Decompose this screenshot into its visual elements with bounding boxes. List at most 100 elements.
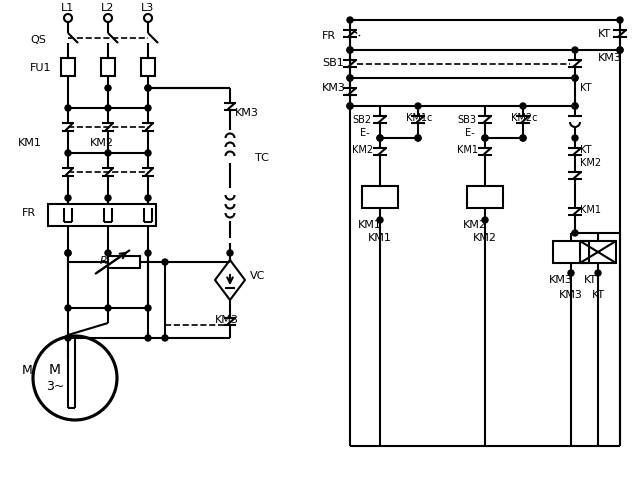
Circle shape bbox=[415, 135, 421, 141]
Text: E-: E- bbox=[465, 128, 475, 138]
Bar bbox=[101, 58, 115, 76]
Circle shape bbox=[145, 250, 151, 256]
Circle shape bbox=[415, 103, 421, 109]
Circle shape bbox=[347, 103, 353, 109]
Circle shape bbox=[105, 105, 111, 111]
Text: KT: KT bbox=[580, 83, 591, 93]
Text: KM2c: KM2c bbox=[511, 113, 538, 123]
Circle shape bbox=[520, 103, 526, 109]
Circle shape bbox=[65, 250, 71, 256]
Text: 3~: 3~ bbox=[46, 379, 64, 392]
Text: SB1: SB1 bbox=[322, 58, 344, 68]
Circle shape bbox=[568, 270, 574, 276]
Circle shape bbox=[482, 135, 488, 141]
Text: FR: FR bbox=[22, 208, 36, 218]
Text: KM2: KM2 bbox=[90, 138, 114, 148]
Text: L2: L2 bbox=[101, 3, 115, 13]
Circle shape bbox=[617, 17, 623, 23]
Text: KT: KT bbox=[591, 290, 605, 300]
Bar bbox=[61, 58, 75, 76]
Circle shape bbox=[145, 335, 151, 341]
Text: SB2: SB2 bbox=[352, 115, 371, 125]
Circle shape bbox=[572, 135, 578, 141]
Circle shape bbox=[347, 103, 353, 109]
Circle shape bbox=[572, 75, 578, 81]
Circle shape bbox=[572, 103, 578, 109]
Circle shape bbox=[347, 17, 353, 23]
Text: VC: VC bbox=[250, 271, 266, 281]
Bar bbox=[467, 186, 503, 208]
Text: KT: KT bbox=[580, 145, 591, 155]
Circle shape bbox=[595, 270, 601, 276]
Circle shape bbox=[65, 150, 71, 156]
Circle shape bbox=[572, 75, 578, 81]
Bar bbox=[362, 186, 398, 208]
Text: KM3: KM3 bbox=[559, 290, 583, 300]
Text: L1: L1 bbox=[61, 3, 75, 13]
Circle shape bbox=[377, 217, 383, 223]
Text: KM2: KM2 bbox=[473, 233, 497, 243]
Circle shape bbox=[145, 85, 151, 91]
Circle shape bbox=[377, 135, 383, 141]
Circle shape bbox=[347, 47, 353, 53]
Text: KT: KT bbox=[598, 29, 611, 39]
Text: KM1: KM1 bbox=[18, 138, 42, 148]
Circle shape bbox=[105, 150, 111, 156]
Text: KM1: KM1 bbox=[358, 220, 382, 230]
Circle shape bbox=[105, 85, 111, 91]
Bar bbox=[48, 204, 156, 226]
Text: KM3: KM3 bbox=[549, 275, 573, 285]
Circle shape bbox=[482, 135, 488, 141]
Circle shape bbox=[347, 75, 353, 81]
Circle shape bbox=[520, 135, 526, 141]
Text: KM1: KM1 bbox=[580, 205, 601, 215]
Bar bbox=[141, 58, 155, 76]
Circle shape bbox=[347, 47, 353, 53]
Text: KM3: KM3 bbox=[598, 53, 622, 63]
Circle shape bbox=[65, 335, 71, 341]
Circle shape bbox=[145, 195, 151, 201]
Text: M: M bbox=[49, 363, 61, 377]
Circle shape bbox=[572, 47, 578, 53]
Circle shape bbox=[65, 195, 71, 201]
Circle shape bbox=[572, 103, 578, 109]
Circle shape bbox=[482, 217, 488, 223]
Bar bbox=[108, 256, 140, 268]
Text: TC: TC bbox=[255, 153, 269, 163]
Text: KM3: KM3 bbox=[322, 83, 346, 93]
Circle shape bbox=[162, 259, 168, 265]
Text: KM2: KM2 bbox=[352, 145, 373, 155]
Text: KM2: KM2 bbox=[580, 158, 601, 168]
Circle shape bbox=[415, 135, 421, 141]
Bar bbox=[580, 241, 616, 263]
Bar bbox=[553, 241, 589, 263]
Circle shape bbox=[105, 195, 111, 201]
Text: KM2: KM2 bbox=[463, 220, 487, 230]
Circle shape bbox=[617, 47, 623, 53]
Text: KM3: KM3 bbox=[235, 108, 259, 118]
Text: KM1: KM1 bbox=[457, 145, 478, 155]
Text: E-: E- bbox=[360, 128, 370, 138]
Circle shape bbox=[105, 250, 111, 256]
Circle shape bbox=[145, 85, 151, 91]
Text: FU1: FU1 bbox=[30, 63, 51, 73]
Circle shape bbox=[105, 305, 111, 311]
Circle shape bbox=[145, 305, 151, 311]
Text: SB3: SB3 bbox=[457, 115, 476, 125]
Text: KT: KT bbox=[584, 275, 596, 285]
Text: FR: FR bbox=[322, 31, 336, 41]
Circle shape bbox=[65, 105, 71, 111]
Text: M: M bbox=[22, 364, 33, 376]
Circle shape bbox=[617, 47, 623, 53]
Circle shape bbox=[145, 150, 151, 156]
Circle shape bbox=[347, 75, 353, 81]
Circle shape bbox=[572, 230, 578, 236]
Circle shape bbox=[227, 250, 233, 256]
Text: L3: L3 bbox=[141, 3, 155, 13]
Text: KM3: KM3 bbox=[215, 315, 239, 325]
Text: KM1: KM1 bbox=[368, 233, 392, 243]
Text: KM1c: KM1c bbox=[406, 113, 433, 123]
Circle shape bbox=[65, 250, 71, 256]
Circle shape bbox=[145, 105, 151, 111]
Circle shape bbox=[65, 305, 71, 311]
